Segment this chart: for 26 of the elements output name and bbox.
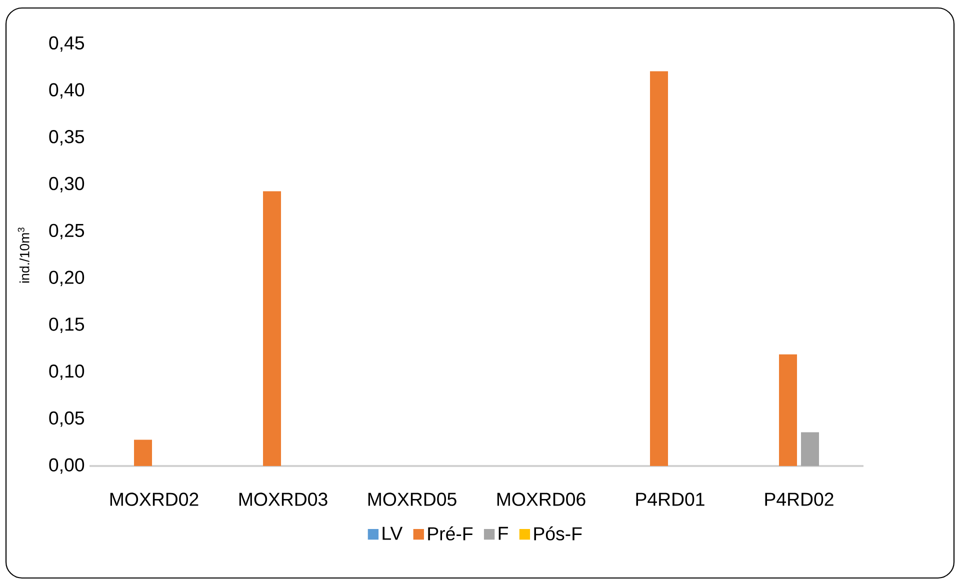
legend-label: F [498, 526, 508, 540]
y-tick-label: 0,30 [49, 176, 84, 192]
x-tick-label: MOXRD05 [368, 492, 456, 506]
y-tick-label: 0,35 [49, 130, 84, 146]
x-tick-label: MOXRD03 [239, 492, 328, 506]
y-axis-title: ind./10m$^{3}$ [18, 228, 30, 283]
legend-label: Pré-F [428, 526, 473, 540]
legend-label: LV [382, 526, 403, 540]
x-tick-label: MOXRD06 [497, 492, 586, 506]
bar [134, 440, 152, 466]
x-tick-label: P4RD01 [636, 492, 704, 506]
y-tick-label: 0,45 [49, 36, 84, 52]
y-tick-label: 0,10 [49, 364, 84, 380]
y-tick-label: 0,25 [49, 224, 84, 240]
bar [779, 354, 798, 466]
bar [263, 191, 282, 466]
y-tick-label: 0,15 [49, 318, 84, 334]
x-tick-label: MOXRD02 [110, 492, 198, 506]
legend-label: Pós-F [534, 526, 582, 540]
bar [801, 432, 819, 466]
y-tick-label: 0,20 [49, 270, 84, 286]
y-tick-label: 0,40 [49, 83, 84, 99]
y-tick-label: 0,05 [49, 411, 84, 427]
bar [650, 71, 668, 466]
y-tick-label: 0,00 [49, 458, 84, 474]
x-tick-label: P4RD02 [765, 492, 834, 506]
